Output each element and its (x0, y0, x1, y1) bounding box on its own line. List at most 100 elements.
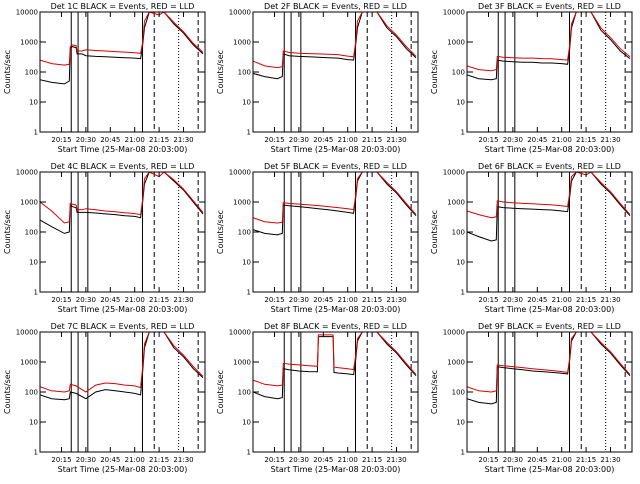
y-tick-label: 1 (34, 289, 38, 297)
x-tick-label: 20:30 (503, 136, 523, 144)
x-tick-label: 21:15 (576, 296, 596, 304)
y-axis-label: Counts/sec (216, 210, 225, 254)
y-tick-label: 1 (461, 449, 465, 457)
y-tick-label: 100 (238, 69, 251, 77)
x-tick-label: 20:30 (503, 296, 523, 304)
x-tick-label: 20:30 (76, 296, 96, 304)
x-tick-label: 21:30 (600, 136, 620, 144)
y-tick-label: 10 (456, 419, 465, 427)
y-axis-label: Counts/sec (430, 210, 439, 254)
y-axis-label: Counts/sec (216, 50, 225, 94)
y-tick-label: 1 (247, 449, 251, 457)
y-tick-label: 1 (34, 129, 38, 137)
panel-title: Det 3F BLACK = Events, RED = LLD (478, 2, 621, 11)
x-tick-label: 21:00 (552, 296, 572, 304)
y-tick-label: 1 (461, 129, 465, 137)
x-tick-label: 20:15 (51, 296, 71, 304)
x-tick-label: 21:15 (149, 296, 169, 304)
x-tick-label: 21:30 (173, 456, 193, 464)
x-tick-label: 21:00 (552, 456, 572, 464)
x-tick-label: 20:30 (503, 456, 523, 464)
detector-panel-4: 20:15 20:30 20:45 21:00 21:15 21:30 1 10 100 1000… (3, 162, 206, 314)
x-tick-label: 20:15 (478, 296, 498, 304)
x-tick-label: 20:45 (527, 136, 547, 144)
y-tick-label: 1000 (233, 359, 251, 367)
x-tick-label: 21:15 (362, 296, 382, 304)
y-tick-label: 1000 (20, 39, 38, 47)
x-tick-label: 21:30 (600, 456, 620, 464)
panel-title: Det 2F BLACK = Events, RED = LLD (264, 2, 407, 11)
y-tick-label: 1000 (233, 39, 251, 47)
y-tick-label: 100 (238, 229, 251, 237)
x-tick-label: 21:15 (149, 136, 169, 144)
series-events-line (40, 12, 204, 85)
y-tick-label: 10 (242, 419, 251, 427)
series-lld-line (253, 332, 417, 387)
x-tick-label: 20:45 (313, 456, 333, 464)
y-tick-label: 100 (25, 229, 38, 237)
panel-title: Det 5F BLACK = Events, RED = LLD (264, 162, 407, 171)
series-events-line (467, 12, 631, 81)
y-tick-label: 10000 (16, 329, 38, 337)
x-axis-label: Start Time (25-Mar-08 20:03:00) (271, 465, 401, 474)
plot-frame (252, 11, 419, 133)
x-tick-label: 21:00 (125, 296, 145, 304)
y-axis-label: Counts/sec (430, 370, 439, 414)
x-tick-label: 20:30 (76, 456, 96, 464)
x-tick-label: 21:00 (338, 136, 358, 144)
x-tick-label: 21:30 (386, 136, 406, 144)
y-axis-label: Counts/sec (3, 50, 12, 94)
y-tick-label: 100 (452, 69, 465, 77)
y-tick-label: 10000 (443, 329, 465, 337)
x-tick-label: 21:15 (576, 456, 596, 464)
x-tick-label: 20:15 (264, 296, 284, 304)
panel-title: Det 9F BLACK = Events, RED = LLD (478, 322, 621, 331)
x-tick-label: 20:45 (100, 136, 120, 144)
y-tick-label: 10000 (229, 329, 251, 337)
detector-panel-2: 20:15 20:30 20:45 21:00 21:15 21:30 1 10 100 1000… (216, 2, 419, 154)
x-tick-label: 20:45 (100, 456, 120, 464)
y-tick-label: 1 (34, 449, 38, 457)
detector-panel-9: 20:15 20:30 20:45 21:00 21:15 21:30 1 10 100 1000… (430, 322, 633, 474)
y-axis-label: Counts/sec (3, 370, 12, 414)
series-lld-line (253, 172, 417, 224)
series-lld-line (467, 12, 631, 72)
x-tick-label: 21:15 (149, 456, 169, 464)
x-tick-label: 21:00 (125, 136, 145, 144)
y-tick-label: 1000 (20, 199, 38, 207)
series-events-line (253, 12, 417, 80)
y-tick-label: 10000 (443, 9, 465, 17)
y-tick-label: 1 (461, 289, 465, 297)
x-tick-label: 21:30 (386, 296, 406, 304)
detector-panel-7: 20:15 20:30 20:45 21:00 21:15 21:30 1 10 100 1000… (3, 322, 206, 474)
x-axis-label: Start Time (25-Mar-08 20:03:00) (58, 145, 188, 154)
y-tick-label: 100 (25, 389, 38, 397)
y-tick-label: 1000 (447, 39, 465, 47)
x-tick-label: 21:00 (338, 296, 358, 304)
panel-title: Det 1C BLACK = Events, RED = LLD (51, 2, 195, 11)
series-lld-line (40, 332, 204, 393)
y-tick-label: 1000 (233, 199, 251, 207)
panel-title: Det 4C BLACK = Events, RED = LLD (51, 162, 195, 171)
panel-title: Det 8F BLACK = Events, RED = LLD (264, 322, 407, 331)
series-events-line (253, 172, 417, 236)
x-tick-label: 20:15 (51, 456, 71, 464)
y-tick-label: 100 (25, 69, 38, 77)
plot-frame (466, 11, 633, 133)
x-tick-label: 20:45 (527, 456, 547, 464)
y-tick-label: 10 (242, 99, 251, 107)
y-axis-label: Counts/sec (430, 50, 439, 94)
y-tick-label: 10000 (16, 9, 38, 17)
x-tick-label: 20:30 (289, 296, 309, 304)
series-events-line (467, 332, 631, 405)
y-axis-label: Counts/sec (3, 210, 12, 254)
panel-title: Det 6F BLACK = Events, RED = LLD (478, 162, 621, 171)
x-tick-label: 20:30 (76, 136, 96, 144)
y-tick-label: 10000 (443, 169, 465, 177)
x-tick-label: 21:30 (386, 456, 406, 464)
panel-title: Det 7C BLACK = Events, RED = LLD (51, 322, 195, 331)
y-tick-label: 10 (29, 259, 38, 267)
x-tick-label: 21:00 (552, 136, 572, 144)
y-tick-label: 10000 (16, 169, 38, 177)
